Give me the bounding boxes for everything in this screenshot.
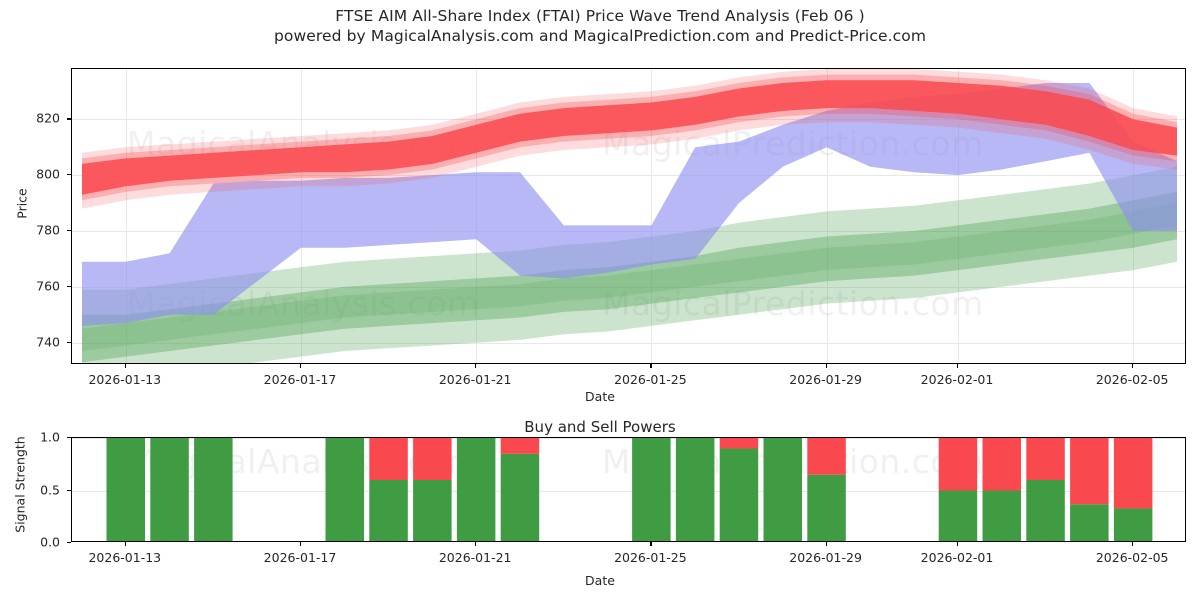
sell-power-bar bbox=[500, 438, 540, 454]
x-tick-label: 2026-01-13 bbox=[88, 550, 162, 565]
gridline-horizontal bbox=[72, 175, 1185, 177]
sell-power-bar bbox=[807, 438, 846, 475]
buy-power-bar bbox=[500, 453, 540, 541]
x-tick-mark bbox=[957, 364, 959, 368]
gridline-horizontal bbox=[72, 490, 1185, 492]
buy-power-bar bbox=[150, 438, 189, 541]
buy-power-bar bbox=[106, 438, 145, 541]
x-tick-label: 2026-02-01 bbox=[920, 372, 994, 387]
sell-power-bar bbox=[719, 438, 759, 449]
buy-power-bar bbox=[325, 438, 364, 541]
x-tick-label: 2026-01-25 bbox=[614, 550, 687, 565]
sell-power-bar bbox=[1026, 438, 1065, 480]
sell-power-bar bbox=[938, 438, 978, 491]
y-tick-mark bbox=[67, 437, 71, 439]
x-tick-mark bbox=[1132, 542, 1134, 546]
y-tick-mark bbox=[67, 118, 71, 120]
x-tick-mark bbox=[1132, 364, 1134, 368]
y-tick-label: 780 bbox=[36, 222, 60, 238]
gridline-horizontal bbox=[72, 438, 1185, 439]
y-tick-mark bbox=[67, 174, 71, 176]
buy-power-bar bbox=[807, 474, 846, 541]
buy-power-bar bbox=[719, 448, 759, 541]
x-tick-mark bbox=[825, 364, 827, 368]
x-tick-label: 2026-01-17 bbox=[263, 372, 337, 387]
price-wave-plot: MagicalAnalysis.comMagicalPrediction.com… bbox=[71, 68, 1186, 364]
x-tick-mark bbox=[124, 542, 127, 546]
x-tick-label: 2026-01-29 bbox=[789, 550, 862, 565]
price-wave-bands bbox=[82, 69, 1177, 363]
y-tick-label: 760 bbox=[36, 278, 60, 294]
y-tick-label: 0.5 bbox=[40, 482, 60, 497]
x-tick-mark bbox=[300, 542, 302, 546]
x-tick-mark bbox=[124, 364, 127, 368]
x-tick-label: 2026-01-29 bbox=[789, 372, 862, 387]
buy-sell-bars bbox=[106, 438, 1153, 541]
sell-power-bar bbox=[369, 438, 408, 480]
x-tick-mark bbox=[475, 542, 477, 546]
x-tick-label: 2026-01-21 bbox=[438, 372, 512, 387]
buy-power-bar bbox=[413, 480, 452, 541]
title-primary: FTSE AIM All-Share Index (FTAI) Price Wa… bbox=[335, 7, 865, 25]
main-x-axis-label: Date bbox=[585, 389, 615, 404]
gridline-vertical bbox=[125, 69, 127, 363]
middle-band bbox=[82, 83, 1177, 326]
x-tick-label: 2026-01-25 bbox=[614, 372, 687, 387]
y-tick-mark bbox=[67, 285, 71, 288]
y-tick-label: 0.0 bbox=[40, 534, 60, 550]
sell-power-bar bbox=[982, 438, 1021, 491]
resistance-band-core bbox=[82, 80, 1177, 195]
buy-power-bar bbox=[194, 438, 233, 541]
x-tick-mark bbox=[650, 542, 652, 546]
x-tick-label: 2026-02-05 bbox=[1095, 550, 1169, 565]
gridline-vertical bbox=[826, 69, 828, 363]
y-tick-mark bbox=[67, 229, 71, 232]
bars-x-axis-label: Date bbox=[585, 573, 615, 588]
y-tick-label: 1.0 bbox=[40, 429, 60, 445]
buy-power-bar bbox=[982, 490, 1021, 541]
y-tick-mark bbox=[67, 542, 71, 544]
buy-power-bar bbox=[675, 438, 715, 541]
title-secondary: powered by MagicalAnalysis.com and Magic… bbox=[273, 27, 927, 45]
bars-chart-title: Buy and Sell Powers bbox=[524, 418, 676, 436]
x-tick-label: 2026-02-05 bbox=[1095, 372, 1169, 387]
support-band-inner bbox=[82, 191, 1177, 363]
x-tick-mark bbox=[650, 364, 652, 368]
buy-power-bar bbox=[369, 480, 408, 541]
buy-power-bar bbox=[763, 438, 802, 541]
x-tick-mark bbox=[825, 542, 827, 546]
support-band-core bbox=[82, 203, 1177, 351]
sell-power-bar bbox=[413, 438, 452, 480]
x-tick-mark bbox=[300, 364, 302, 368]
gridline-horizontal bbox=[72, 286, 1185, 288]
gridline-vertical bbox=[958, 69, 959, 363]
x-tick-label: 2026-02-01 bbox=[920, 550, 994, 565]
sell-power-bar bbox=[1113, 438, 1153, 509]
buy-power-bar bbox=[1113, 508, 1153, 541]
buy-power-bar bbox=[938, 490, 978, 541]
y-tick-label: 800 bbox=[36, 166, 60, 182]
buy-power-bar bbox=[1026, 480, 1065, 541]
buy-power-bar bbox=[456, 438, 496, 541]
buy-power-bar bbox=[1070, 504, 1109, 541]
gridline-horizontal bbox=[72, 342, 1185, 344]
x-tick-label: 2026-01-13 bbox=[88, 372, 162, 387]
buy-power-bar bbox=[632, 438, 671, 541]
sell-power-bar bbox=[1070, 438, 1109, 505]
y-tick-label: 820 bbox=[36, 110, 60, 126]
y-tick-mark bbox=[67, 489, 71, 491]
x-tick-mark bbox=[957, 542, 959, 546]
x-tick-label: 2026-01-17 bbox=[263, 550, 337, 565]
y-tick-mark bbox=[67, 341, 71, 343]
x-tick-label: 2026-01-21 bbox=[438, 550, 512, 565]
gridline-vertical bbox=[651, 69, 653, 363]
page-title: FTSE AIM All-Share Index (FTAI) Price Wa… bbox=[0, 6, 1200, 46]
y-tick-label: 740 bbox=[36, 334, 60, 350]
x-tick-mark bbox=[475, 364, 477, 368]
